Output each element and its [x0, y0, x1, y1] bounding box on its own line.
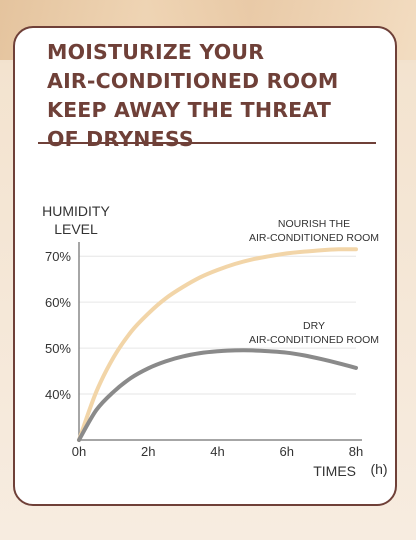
x-tick-label: 6h [280, 444, 294, 459]
y-tick-labels: 40% 50% 60% 70% [45, 249, 71, 402]
x-tick-label: 0h [72, 444, 86, 459]
y-tick-label: 50% [45, 341, 71, 356]
series-label-nourish-line-1: NOURISH THE [278, 218, 350, 230]
x-axis-unit: (h) [370, 461, 387, 477]
series-label-dry-line-1: DRY [303, 320, 325, 332]
headline-line-1: MOISTURIZE YOUR [47, 40, 265, 64]
headline-line-3: KEEP AWAY THE THREAT [47, 98, 332, 122]
y-tick-label: 70% [45, 249, 71, 264]
series-label-dry-line-2: AIR-CONDITIONED ROOM [249, 334, 379, 346]
series-line-dry [77, 348, 358, 442]
content-card [13, 26, 397, 506]
series-line-nourish [77, 247, 358, 442]
x-tick-label: 2h [141, 444, 155, 459]
headline-line-4: OF DRYNESS [47, 127, 194, 151]
x-axis-label: TIMES [313, 463, 356, 479]
x-tick-label: 4h [210, 444, 224, 459]
y-tick-label: 60% [45, 295, 71, 310]
grid-lines [79, 255, 356, 395]
x-tick-label: 8h [349, 444, 363, 459]
y-axis-label-line-1: HUMIDITY [42, 203, 110, 219]
series-label-nourish-line-2: AIR-CONDITIONED ROOM [249, 232, 379, 244]
headline: MOISTURIZE YOUR AIR-CONDITIONED ROOM KEE… [47, 38, 377, 154]
y-axis-label-line-2: LEVEL [54, 221, 98, 237]
x-tick-labels: 0h 2h 4h 6h 8h [72, 444, 363, 459]
headline-line-2: AIR-CONDITIONED ROOM [47, 69, 339, 93]
headline-divider [38, 142, 376, 144]
series-lines [77, 247, 358, 442]
y-tick-label: 40% [45, 387, 71, 402]
